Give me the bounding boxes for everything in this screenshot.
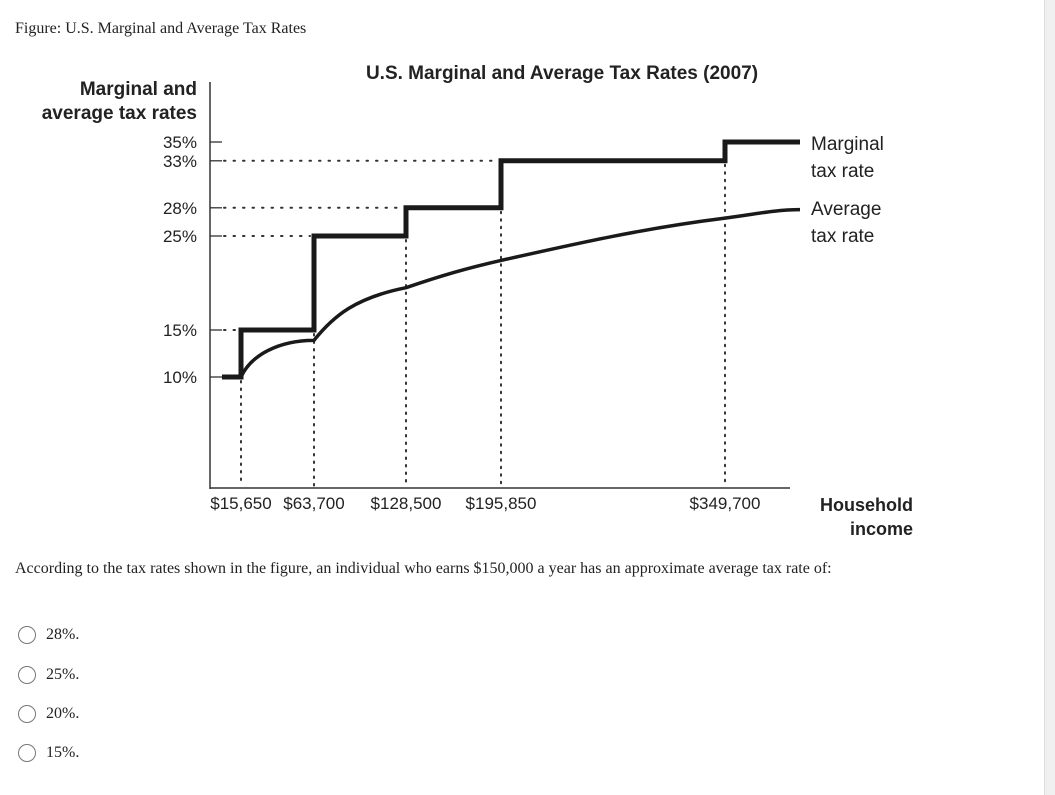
x-axis-label-line2: income: [850, 519, 913, 539]
legend-marginal-line2: tax rate: [811, 161, 874, 182]
x-tick-label: $128,500: [371, 494, 442, 513]
y-tick-label: 28%: [163, 199, 197, 218]
option-label: 15%.: [46, 744, 80, 761]
x-axis-label-line1: Household: [820, 495, 913, 515]
y-tick-label: 35%: [163, 133, 197, 152]
legend-average-line2: tax rate: [811, 226, 874, 247]
tax-rate-chart: U.S. Marginal and Average Tax Rates (200…: [42, 63, 913, 539]
figure-caption: Figure: U.S. Marginal and Average Tax Ra…: [15, 20, 307, 37]
y-tick-label: 15%: [163, 321, 197, 340]
question-text: According to the tax rates shown in the …: [15, 560, 832, 577]
marginal-tax-rate-line: [222, 139, 800, 380]
chart-title: U.S. Marginal and Average Tax Rates (200…: [366, 63, 758, 84]
option-20[interactable]: 20%.: [18, 705, 79, 723]
y-tick-label: 33%: [163, 152, 197, 171]
x-tick-label: $349,700: [690, 494, 761, 513]
scrollbar[interactable]: [1044, 0, 1055, 795]
legend-marginal-line1: Marginal: [811, 134, 884, 155]
radio-button[interactable]: [18, 666, 36, 684]
radio-button[interactable]: [18, 705, 36, 723]
legend-average-line1: Average: [811, 199, 881, 220]
radio-button[interactable]: [18, 744, 36, 762]
option-28[interactable]: 28%.: [18, 626, 79, 644]
option-label: 25%.: [46, 666, 80, 683]
x-tick-label: $195,850: [466, 494, 537, 513]
y-tick-label: 10%: [163, 368, 197, 387]
y-axis-label-line2: average tax rates: [42, 103, 197, 124]
option-25[interactable]: 25%.: [18, 666, 79, 684]
x-tick-label: $63,700: [283, 494, 344, 513]
y-tick-label: 25%: [163, 227, 197, 246]
x-tick-label: $15,650: [210, 494, 271, 513]
y-axis-label-line1: Marginal and: [80, 79, 197, 100]
radio-button[interactable]: [18, 626, 36, 644]
option-label: 28%.: [46, 626, 80, 643]
option-label: 20%.: [46, 705, 80, 722]
option-15[interactable]: 15%.: [18, 744, 79, 762]
